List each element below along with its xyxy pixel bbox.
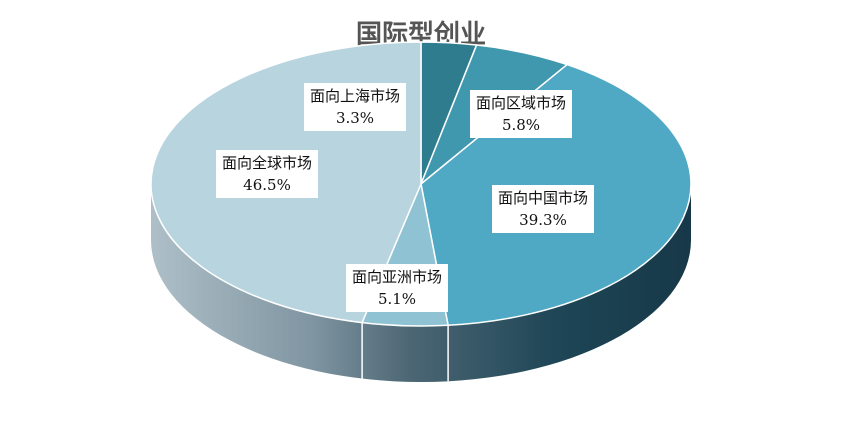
label-china: 面向中国市场 39.3% — [492, 185, 595, 233]
pie-side-rim — [151, 184, 691, 382]
label-shanghai: 面向上海市场 3.3% — [304, 83, 407, 131]
label-asia: 面向亚洲市场 5.1% — [346, 264, 449, 312]
watermark: 知乎 @一只小海龟 — [652, 390, 820, 412]
label-global: 面向全球市场 46.5% — [216, 150, 319, 198]
label-regional: 面向区域市场 5.8% — [470, 90, 573, 138]
